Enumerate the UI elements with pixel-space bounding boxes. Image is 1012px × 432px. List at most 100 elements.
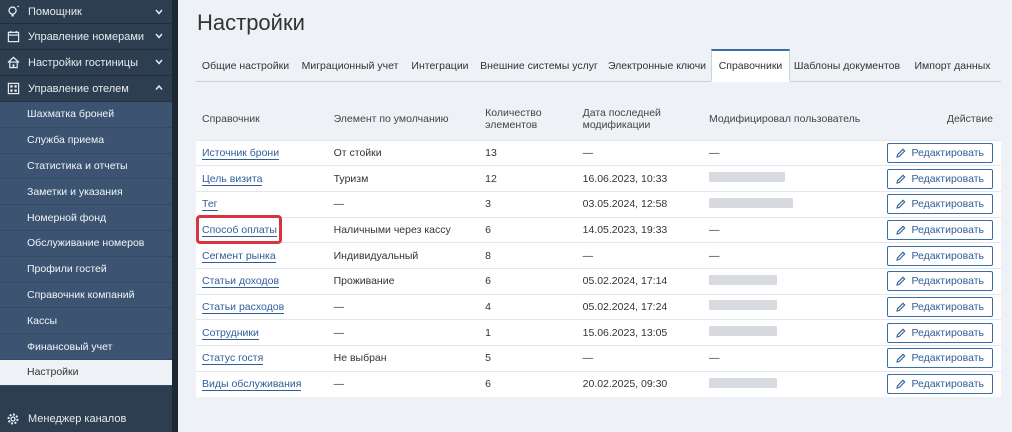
chevron-down-icon <box>155 33 163 39</box>
cell-default: Туризм <box>333 172 369 185</box>
directory-link[interactable]: Статус гостя <box>202 352 264 366</box>
directory-link[interactable]: Сотрудники <box>202 326 259 340</box>
tab-electronic-keys[interactable]: Электронные ключи <box>603 50 711 81</box>
pencil-icon <box>896 328 906 338</box>
table-header-row: Справочник Элемент по умолчанию Количест… <box>196 99 1001 140</box>
sidebar-item-front-desk[interactable]: Служба приема <box>0 128 172 154</box>
sidebar-item-room-management[interactable]: Управление номерами <box>0 24 172 50</box>
sidebar-item-room-stock[interactable]: Номерной фонд <box>0 205 172 231</box>
edit-button[interactable]: Редактировать <box>887 168 993 189</box>
cell-count: 1 <box>485 326 492 339</box>
cell-user <box>703 191 881 217</box>
home-icon <box>6 56 20 70</box>
directory-link[interactable]: Сегмент рынка <box>202 249 276 263</box>
edit-button[interactable]: Редактировать <box>887 322 993 343</box>
tab-document-templates[interactable]: Шаблоны документов <box>790 50 904 81</box>
calendar-icon <box>6 30 20 44</box>
cell-user: — <box>703 140 881 166</box>
cell-count: 5 <box>485 352 492 365</box>
col-header-date: Дата последней модификации <box>577 99 703 140</box>
sidebar-divider <box>172 0 178 432</box>
sidebar-item-label: Менеджер каналов <box>28 413 127 425</box>
edit-button[interactable]: Редактировать <box>887 296 993 317</box>
col-header-date-line1: Дата последней <box>582 107 661 120</box>
tab-general-settings[interactable]: Общие настройки <box>196 50 295 81</box>
sidebar-item-settings[interactable]: Настройки <box>0 359 172 386</box>
edit-button[interactable]: Редактировать <box>887 219 993 240</box>
tab-external-services[interactable]: Внешние системы услуг <box>475 50 603 81</box>
directory-link[interactable]: Цель визита <box>202 172 263 186</box>
pencil-icon <box>896 199 906 209</box>
sidebar-item-housekeeping[interactable]: Обслуживание номеров <box>0 231 172 257</box>
pencil-icon <box>896 225 906 235</box>
edit-button-label: Редактировать <box>911 352 984 365</box>
edit-button[interactable]: Редактировать <box>887 245 993 266</box>
sidebar-item-notes[interactable]: Заметки и указания <box>0 179 172 206</box>
sidebar-item-label: Шахматка броней <box>27 108 115 121</box>
cell-date: — <box>582 352 594 365</box>
directory-link[interactable]: Статьи расходов <box>202 300 285 314</box>
sidebar-item-companies[interactable]: Справочник компаний <box>0 283 172 309</box>
cell-user <box>703 166 881 192</box>
table-row: Источник брони От стойки 13 — — Редактировать <box>196 140 1001 166</box>
directory-link[interactable]: Источник брони <box>202 146 280 160</box>
cell-user: — <box>703 243 881 269</box>
lightbulb-icon <box>6 5 20 19</box>
directory-link[interactable]: Статьи доходов <box>202 275 280 289</box>
edit-button[interactable]: Редактировать <box>887 374 993 395</box>
cell-action: Редактировать <box>881 346 1001 372</box>
edit-button[interactable]: Редактировать <box>887 271 993 292</box>
cell-date: 15.06.2023, 13:05 <box>582 326 668 339</box>
sidebar-item-guest-profiles[interactable]: Профили гостей <box>0 257 172 283</box>
directory-link[interactable]: Способ оплаты <box>202 223 277 237</box>
edit-button[interactable]: Редактировать <box>887 194 993 215</box>
table-row: Статьи расходов — 4 05.02.2024, 17:24 Редакт… <box>196 294 1001 320</box>
cell-date: 14.05.2023, 19:33 <box>582 223 668 236</box>
col-header-action: Действие <box>946 113 993 126</box>
tab-bar: Общие настройки Миграционный учет Интегр… <box>196 49 1001 82</box>
pencil-icon <box>896 302 906 312</box>
sidebar-item-hotel-management[interactable]: Управление отелем <box>0 76 172 102</box>
cell-name: Сотрудники <box>196 320 328 346</box>
sidebar-item-label: Справочник компаний <box>27 288 135 301</box>
pencil-icon <box>896 174 906 184</box>
directory-link[interactable]: Виды обслуживания <box>202 378 302 392</box>
cell-date: 16.06.2023, 10:33 <box>582 172 668 185</box>
sidebar-item-channel-manager[interactable]: Менеджер каналов <box>0 406 172 432</box>
chevron-down-icon <box>155 9 163 15</box>
edit-button[interactable]: Редактировать <box>887 142 993 163</box>
sidebar-item-label: Профили гостей <box>27 263 107 276</box>
edit-button[interactable]: Редактировать <box>887 348 993 369</box>
sidebar-item-booking-chess[interactable]: Шахматка броней <box>0 102 172 128</box>
cell-action: Редактировать <box>881 166 1001 192</box>
sidebar-item-statistics[interactable]: Статистика и отчеты <box>0 154 172 180</box>
redacted-user <box>709 172 786 183</box>
sidebar-item-cash-desks[interactable]: Кассы <box>0 308 172 335</box>
sidebar-item-finance[interactable]: Финансовый учет <box>0 334 172 360</box>
cell-action: Редактировать <box>881 191 1001 217</box>
tab-directories[interactable]: Справочники <box>711 49 790 82</box>
cell-default: Наличными через кассу <box>333 223 451 236</box>
tab-migration[interactable]: Миграционный учет <box>295 50 405 81</box>
cell-default: Проживание <box>333 275 395 288</box>
cell-user: — <box>703 346 881 372</box>
cell-user <box>703 320 881 346</box>
edit-button-label: Редактировать <box>911 275 984 288</box>
directory-link[interactable]: Тег <box>202 198 218 212</box>
cell-date: 05.02.2024, 17:24 <box>582 300 668 313</box>
page-title: Настройки <box>197 10 305 35</box>
edit-button-label: Редактировать <box>911 378 984 391</box>
tab-data-import[interactable]: Импорт данных <box>904 50 1001 81</box>
chevron-down-icon <box>155 59 163 65</box>
chevron-up-icon <box>155 84 163 90</box>
cell-count: 6 <box>485 378 492 391</box>
cell-count: 12 <box>485 172 497 185</box>
sidebar-item-hotel-settings[interactable]: Настройки гостиницы <box>0 50 172 76</box>
cell-user <box>703 371 881 397</box>
tab-integrations[interactable]: Интеграции <box>405 50 475 81</box>
cell-count: 6 <box>485 223 492 236</box>
cell-name: Виды обслуживания <box>196 371 328 397</box>
sidebar-item-assistant[interactable]: Помощник <box>0 0 172 24</box>
cell-count: 6 <box>485 275 492 288</box>
table-row: Тег — 3 03.05.2024, 12:58 Редактировать <box>196 191 1001 217</box>
